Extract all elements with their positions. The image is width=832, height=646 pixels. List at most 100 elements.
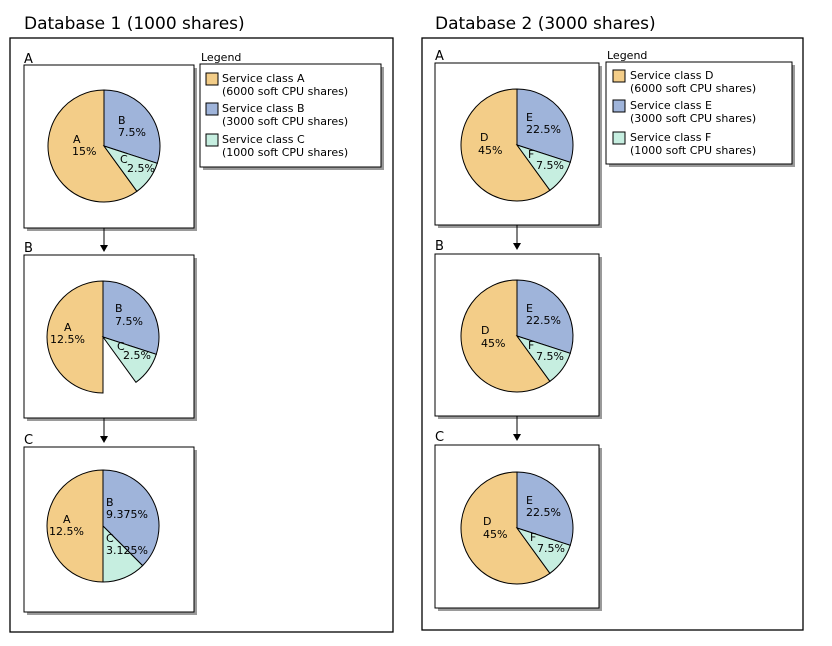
db2-step-c-pie xyxy=(460,471,574,585)
db1-a-slice-a-letter: A xyxy=(73,133,81,146)
db2-step-b-pie-labels: D 45% E 22.5% F 7.5% xyxy=(481,302,564,363)
db1-step-a-label: A xyxy=(24,52,33,67)
db2-legend-swatch-d xyxy=(612,69,626,83)
pie-slice-medium xyxy=(103,89,161,164)
database-1-panel: Database 1 (1000 shares) A A 15% B 7.5% … xyxy=(9,14,394,633)
db2-step-c-pie-labels: D 45% E 22.5% F 7.5% xyxy=(483,494,565,555)
db1-step-b-label: B xyxy=(24,241,33,256)
db1-step-a-pie xyxy=(47,89,161,203)
pie-slice-large xyxy=(460,279,551,393)
db2-arrow-a-to-b xyxy=(513,225,521,250)
db1-step-b-pie xyxy=(46,280,160,394)
db2-a-slice-e-letter: E xyxy=(526,111,533,124)
db1-c-slice-c-letter: C xyxy=(106,532,114,545)
db2-c-slice-d-pct: 45% xyxy=(483,528,507,541)
db2-legend-e-name: Service class E xyxy=(630,99,712,112)
db1-b-slice-a-letter: A xyxy=(64,321,72,334)
db2-b-slice-f-pct: 7.5% xyxy=(536,350,564,363)
db2-a-slice-f-pct: 7.5% xyxy=(536,159,564,172)
db1-step-a-pie-labels: A 15% B 7.5% C 2.5% xyxy=(72,114,155,175)
db2-step-b-pie xyxy=(460,279,574,393)
db1-legend-swatch-b xyxy=(205,102,219,116)
db2-b-slice-d-pct: 45% xyxy=(481,337,505,350)
db1-c-slice-a-pct: 12.5% xyxy=(49,525,84,538)
db1-c-slice-c-pct: 3.125% xyxy=(106,544,148,557)
db1-legend-a-name: Service class A xyxy=(222,72,305,85)
db2-c-slice-f-letter: F xyxy=(530,531,536,544)
db1-a-slice-a-pct: 15% xyxy=(72,145,96,158)
pie-slice-large xyxy=(460,471,551,585)
db2-step-a-pie xyxy=(460,88,574,202)
db1-b-slice-c-letter: C xyxy=(117,340,125,353)
db1-a-slice-b-pct: 7.5% xyxy=(118,126,146,139)
db2-c-slice-e-pct: 22.5% xyxy=(526,506,561,519)
db1-legend-c-shares: (1000 soft CPU shares) xyxy=(222,146,348,159)
db2-legend-title: Legend xyxy=(607,49,647,62)
pie-slice-medium xyxy=(516,471,574,546)
pie-slice-large xyxy=(47,89,138,203)
db2-b-slice-f-letter: F xyxy=(528,339,534,352)
db1-b-slice-c-pct: 2.5% xyxy=(123,349,151,362)
db2-legend-box xyxy=(605,61,793,165)
db2-b-slice-d-letter: D xyxy=(481,324,489,337)
db1-c-slice-b-letter: B xyxy=(106,496,114,509)
db1-legend-swatch-a xyxy=(205,72,219,86)
pie-slice-medium xyxy=(102,469,160,567)
pie-slice-medium xyxy=(102,280,160,355)
db2-arrow-b-to-c xyxy=(513,416,521,441)
database-2-frame xyxy=(421,37,804,631)
db2-a-slice-d-pct: 45% xyxy=(478,144,502,157)
db1-a-slice-c-letter: C xyxy=(120,153,128,166)
db2-legend-swatch-f xyxy=(612,131,626,145)
database-2-panel: Database 2 (3000 shares) A D 45% E 22.5%… xyxy=(421,14,804,631)
pie-slice-large xyxy=(46,469,104,583)
db1-legend: Legend Service class A (6000 soft CPU sh… xyxy=(199,51,384,170)
db2-legend-f-name: Service class F xyxy=(630,131,711,144)
db1-legend-b-name: Service class B xyxy=(222,102,305,115)
db2-a-slice-e-pct: 22.5% xyxy=(526,123,561,136)
db1-b-slice-a-pct: 12.5% xyxy=(50,333,85,346)
db1-a-slice-c-pct: 2.5% xyxy=(127,162,155,175)
db1-legend-c-name: Service class C xyxy=(222,133,305,146)
db2-b-slice-e-letter: E xyxy=(526,302,533,315)
db1-legend-title: Legend xyxy=(201,51,241,64)
db1-arrow-a-to-b xyxy=(100,228,108,252)
pie-slice-medium xyxy=(516,88,574,163)
db1-step-b-pie-labels: A 12.5% B 7.5% C 2.5% xyxy=(50,302,151,362)
db2-c-slice-d-letter: D xyxy=(483,515,491,528)
db1-legend-a-shares: (6000 soft CPU shares) xyxy=(222,85,348,98)
db1-legend-swatch-c xyxy=(205,133,219,147)
pie-slice-large xyxy=(460,88,551,202)
db2-legend: Legend Service class D (6000 soft CPU sh… xyxy=(605,49,795,167)
pie-slice-small xyxy=(515,144,571,191)
db1-legend-b-shares: (3000 soft CPU shares) xyxy=(222,115,348,128)
db2-step-c-label: C xyxy=(435,430,444,445)
pie-slice-small xyxy=(102,145,158,192)
db2-a-slice-f-letter: F xyxy=(528,148,534,161)
db1-b-slice-b-pct: 7.5% xyxy=(115,315,143,328)
pie-slice-medium xyxy=(516,279,574,354)
pie-slice-small xyxy=(515,335,571,382)
db2-legend-e-shares: (3000 soft CPU shares) xyxy=(630,112,756,125)
db2-legend-d-shares: (6000 soft CPU shares) xyxy=(630,82,756,95)
db2-b-slice-e-pct: 22.5% xyxy=(526,314,561,327)
db2-legend-swatch-e xyxy=(612,99,626,113)
db1-c-slice-b-pct: 9.375% xyxy=(106,508,148,521)
pie-slice-small xyxy=(101,336,157,383)
db2-step-a-label: A xyxy=(435,49,444,64)
db1-step-c-pie xyxy=(46,469,160,583)
db1-b-slice-b-letter: B xyxy=(115,302,123,315)
db1-legend-box xyxy=(199,63,382,168)
database-1-title: Database 1 (1000 shares) xyxy=(24,14,245,34)
db2-legend-f-shares: (1000 soft CPU shares) xyxy=(630,144,756,157)
db2-c-slice-e-letter: E xyxy=(526,494,533,507)
db2-legend-d-name: Service class D xyxy=(630,69,713,82)
pie-slice-small xyxy=(102,524,144,583)
db1-step-c-pie-labels: A 12.5% B 9.375% C 3.125% xyxy=(49,496,148,557)
pie-slice-large xyxy=(46,280,104,394)
db2-step-a-pie-labels: D 45% E 22.5% F 7.5% xyxy=(478,111,564,172)
db1-c-slice-a-letter: A xyxy=(63,513,71,526)
pie-slice-small xyxy=(515,527,571,574)
db2-step-b-label: B xyxy=(435,239,444,254)
